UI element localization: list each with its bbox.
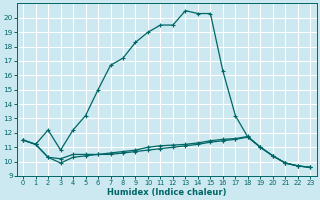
X-axis label: Humidex (Indice chaleur): Humidex (Indice chaleur) [107, 188, 227, 197]
